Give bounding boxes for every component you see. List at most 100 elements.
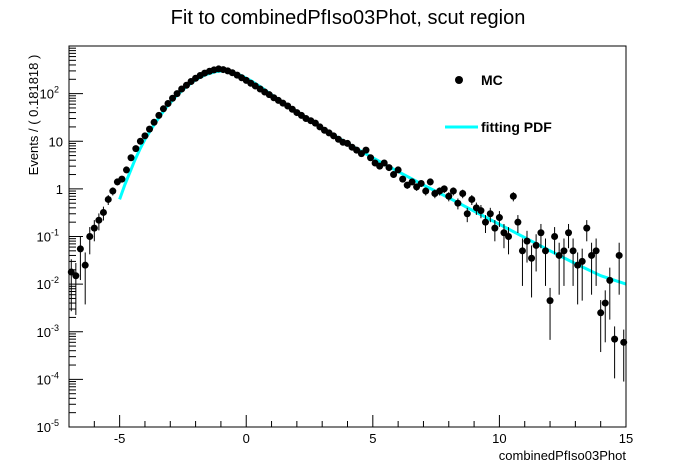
data-marker [426,178,434,186]
data-marker [380,159,388,167]
data-point [178,85,186,93]
data-marker [578,257,586,265]
data-point [481,215,489,234]
data-point [399,175,407,183]
data-marker [477,207,485,215]
data-marker [551,233,559,240]
data-marker [481,218,489,226]
data-marker [555,251,563,259]
data-point [514,215,522,234]
fit-curve [118,69,627,286]
data-marker [104,195,112,203]
data-point [537,223,545,249]
data-point [155,111,163,119]
data-marker [141,132,149,140]
data-marker [445,192,453,200]
data-point [353,146,361,154]
data-marker [611,335,619,343]
data-point [422,187,430,196]
data-point [463,207,471,223]
x-tick-label: 0 [243,431,250,446]
data-point [477,205,485,219]
data-marker [615,251,623,259]
data-point [445,192,453,202]
x-tick-label: 10 [492,431,506,446]
data-point [468,195,476,206]
data-marker [560,247,568,255]
data-point [426,178,434,186]
data-point [546,287,554,340]
data-marker [136,137,144,145]
data-point [76,236,84,281]
data-marker [72,272,80,280]
data-marker [353,146,361,154]
data-marker [528,254,536,262]
data-marker [159,105,167,113]
data-marker [565,229,573,237]
data-point [588,242,596,295]
data-marker [468,195,476,203]
data-marker [86,233,94,240]
data-marker [173,90,181,98]
fit-line [118,69,627,286]
data-marker [76,245,84,253]
data-point [606,267,614,320]
data-point [141,132,149,140]
legend-fit-label: fitting PDF [481,119,552,135]
data-point [394,166,402,174]
chart-title: Fit to combinedPfIso03Phot, scut region [171,7,526,29]
data-point [417,179,425,188]
data-marker [546,297,554,305]
data-marker [146,125,154,133]
data-point [362,146,370,154]
data-point [486,207,494,223]
data-point [173,90,181,98]
data-point [440,185,448,194]
data-point [136,137,144,145]
data-point [390,171,398,179]
data-point [541,238,549,286]
y-tick-label: 10-2 [37,275,59,292]
data-point [150,118,158,126]
data-marker [394,166,402,174]
data-marker [583,224,591,232]
data-point [449,187,457,196]
data-point [597,300,605,353]
data-point [495,211,503,227]
data-marker [486,210,494,218]
data-point [86,227,94,255]
data-marker [99,208,107,216]
data-point [601,290,609,343]
data-point [109,187,117,196]
data-marker [569,247,577,255]
data-point [523,230,531,263]
data-point [560,238,568,286]
data-marker [541,247,549,255]
legend-mc-marker [455,76,463,84]
data-marker [169,94,177,102]
data-point [518,238,526,286]
data-marker [620,338,628,346]
data-point [132,145,140,153]
data-marker [109,187,117,195]
data-marker [537,229,545,237]
x-tick-label: -5 [114,431,126,446]
data-marker [459,189,467,197]
data-marker [399,175,407,183]
data-point [90,220,98,242]
data-marker [505,233,513,240]
data-marker [606,276,614,284]
data-marker [454,199,462,207]
data-point [118,175,126,183]
data-point [95,213,103,231]
data-marker [127,154,135,162]
data-marker [597,309,605,317]
data-point [146,125,154,133]
data-point [122,166,130,174]
data-marker [514,218,522,226]
data-point [551,227,559,255]
y-tick-label: 10-4 [37,370,59,387]
x-tick-label: 15 [619,431,633,446]
data-marker [385,164,393,172]
